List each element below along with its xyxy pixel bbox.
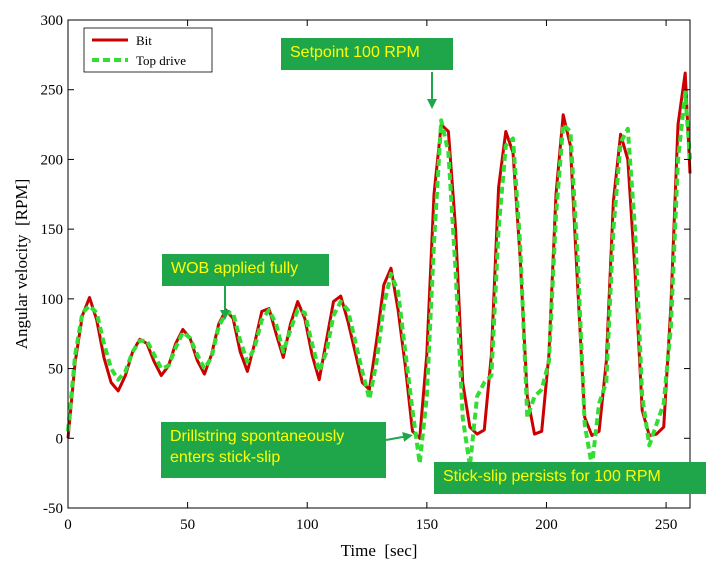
x-tick-label: 200	[535, 517, 558, 533]
x-tick-label: 50	[180, 517, 195, 533]
x-axis-title: Time [sec]	[341, 541, 418, 560]
legend-label-top-drive: Top drive	[136, 53, 186, 68]
annotation-stick-slip-persists: Stick-slip persists for 100 RPM	[434, 462, 706, 494]
y-tick-label: 300	[41, 13, 64, 29]
series-line-top-drive	[66, 90, 692, 469]
series-layer	[66, 71, 692, 469]
y-tick-label: 200	[41, 152, 64, 168]
annotation-stick-slip-onset: Drillstring spontaneously enters stick-s…	[161, 422, 386, 478]
y-axis-title: Angular velocity [RPM]	[12, 179, 31, 349]
x-tick-label: 0	[64, 517, 72, 533]
y-tick-label: 250	[41, 83, 64, 99]
y-tick-label: -50	[43, 501, 63, 517]
x-tick-label: 100	[296, 517, 319, 533]
y-tick-label: 50	[48, 362, 63, 378]
annotation-setpoint: Setpoint 100 RPM	[281, 38, 453, 70]
plot-frame	[67, 19, 691, 509]
legend: Bit Top drive	[83, 27, 213, 73]
annotation-wob-applied: WOB applied fully	[162, 254, 329, 286]
legend-box	[83, 27, 213, 73]
y-tick-label: 150	[41, 222, 64, 238]
y-tick-label: 100	[41, 292, 64, 308]
x-tick-label: 250	[655, 517, 678, 533]
legend-label-bit: Bit	[136, 33, 152, 48]
y-tick-label: 0	[56, 431, 64, 447]
x-tick-label: 150	[416, 517, 439, 533]
annotation-arrow-stick-slip	[385, 431, 413, 442]
